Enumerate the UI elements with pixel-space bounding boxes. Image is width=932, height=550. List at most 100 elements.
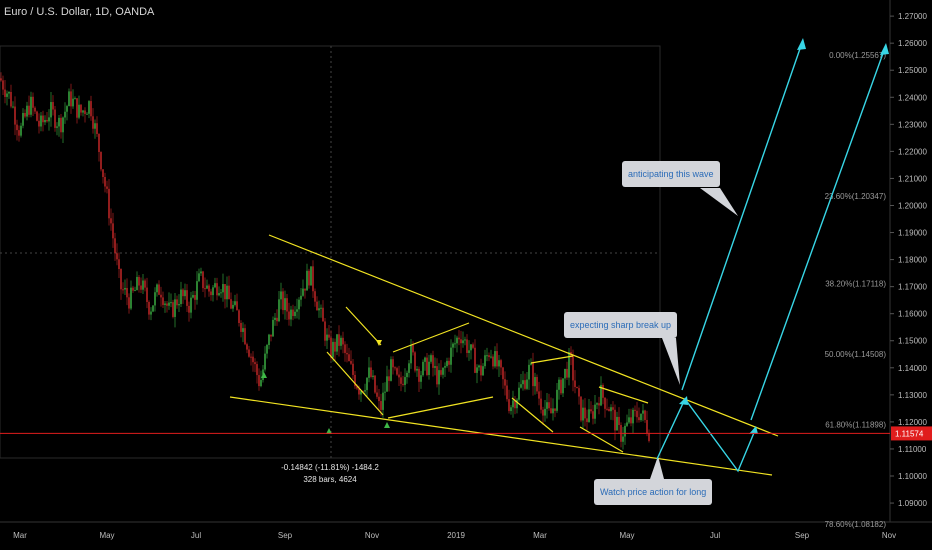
candle-body (106, 186, 108, 189)
candle-body (422, 361, 424, 376)
candle-body (154, 292, 156, 306)
measure-label: -0.14842 (-11.81%) -1484.2 328 bars, 462… (270, 462, 390, 486)
candle-body (238, 310, 240, 323)
price-tick-label: 1.26000 (898, 39, 927, 48)
candle-body (640, 413, 642, 421)
pattern-trendline (392, 322, 470, 353)
candle-body (314, 291, 316, 302)
arrow-head (749, 426, 758, 434)
candle-body (494, 351, 496, 367)
candle-body (518, 387, 520, 400)
candle-body (208, 285, 210, 292)
candle-body (552, 408, 554, 414)
candle-body (160, 294, 162, 298)
candle-body (628, 417, 630, 423)
candle-body (546, 402, 548, 409)
candle-body (2, 80, 4, 90)
arrow-head (880, 43, 889, 55)
callout-watch-price[interactable]: Watch price action for long (594, 479, 713, 505)
candle-body (162, 297, 164, 305)
candle-body (28, 105, 30, 115)
candle-body (594, 404, 596, 419)
candle-body (16, 124, 18, 131)
candle-body (512, 400, 514, 408)
fib-level-label: 50.00%(1.14508) (825, 350, 887, 359)
candle-body (58, 117, 60, 127)
candle-body (122, 289, 124, 291)
price-tick-label: 1.16000 (898, 310, 927, 319)
candle-body (176, 299, 178, 306)
candle-body (526, 379, 528, 389)
candle-body (522, 380, 524, 385)
candle-body (110, 218, 112, 224)
candle-body (302, 288, 304, 296)
candle-body (516, 399, 518, 409)
candle-body (536, 377, 538, 392)
candle-body (452, 343, 454, 348)
candle-body (376, 392, 378, 397)
candle-body (324, 321, 326, 341)
candle-body (136, 276, 138, 291)
candle-body (480, 365, 482, 376)
candle-body (610, 407, 612, 412)
candle-body (396, 368, 398, 375)
candle-body (30, 96, 32, 115)
candle-body (12, 106, 14, 108)
candle-body (630, 417, 632, 424)
candle-body (476, 367, 478, 373)
candle-body (458, 337, 460, 340)
candle-body (590, 409, 592, 412)
candle-body (114, 238, 116, 254)
candle-body (214, 283, 216, 288)
candle-body (632, 409, 634, 424)
candle-body (292, 309, 294, 317)
candle-body (318, 308, 320, 311)
measure-line-2: 328 bars, 4624 (303, 475, 357, 484)
candle-body (164, 303, 166, 305)
candle-body (68, 91, 70, 107)
candle-body (370, 367, 372, 377)
candle-body (642, 410, 644, 414)
candle-body (344, 344, 346, 353)
candle-body (112, 223, 114, 239)
pattern-trendline (268, 234, 779, 437)
candle-body (240, 322, 242, 332)
candle-body (394, 367, 396, 369)
candle-body (272, 319, 274, 337)
candle-body (424, 357, 426, 362)
callout-sharp-break[interactable]: expecting sharp break up (564, 312, 678, 338)
candle-body (118, 259, 120, 270)
candle-body (492, 356, 494, 367)
candle-body (360, 391, 362, 395)
callout-tail (650, 456, 664, 479)
candle-body (346, 352, 348, 355)
candle-body (54, 109, 56, 128)
candle-body (34, 107, 36, 112)
candle-body (612, 407, 614, 410)
pattern-trendline (511, 397, 554, 433)
candle-body (212, 287, 214, 296)
candle-body (224, 284, 226, 300)
price-tick-label: 1.14000 (898, 364, 927, 373)
candle-body (588, 409, 590, 422)
candle-body (614, 409, 616, 431)
candle-body (8, 91, 10, 94)
candle-body (386, 376, 388, 392)
time-tick-label: May (99, 531, 114, 540)
candle-body (152, 305, 154, 312)
candle-body (130, 287, 132, 309)
candle-body (72, 98, 74, 107)
candle-body (608, 409, 610, 412)
candle-body (20, 125, 22, 136)
candle-body (436, 366, 438, 385)
candle-body (86, 113, 88, 115)
candle-body (206, 285, 208, 289)
candle-body (186, 290, 188, 306)
callout-anticipating-wave[interactable]: anticipating this wave (622, 161, 720, 187)
candle-body (636, 410, 638, 418)
arrow-head (797, 38, 806, 50)
candle-body (264, 353, 266, 370)
candle-body (298, 299, 300, 310)
candle-body (334, 341, 336, 352)
